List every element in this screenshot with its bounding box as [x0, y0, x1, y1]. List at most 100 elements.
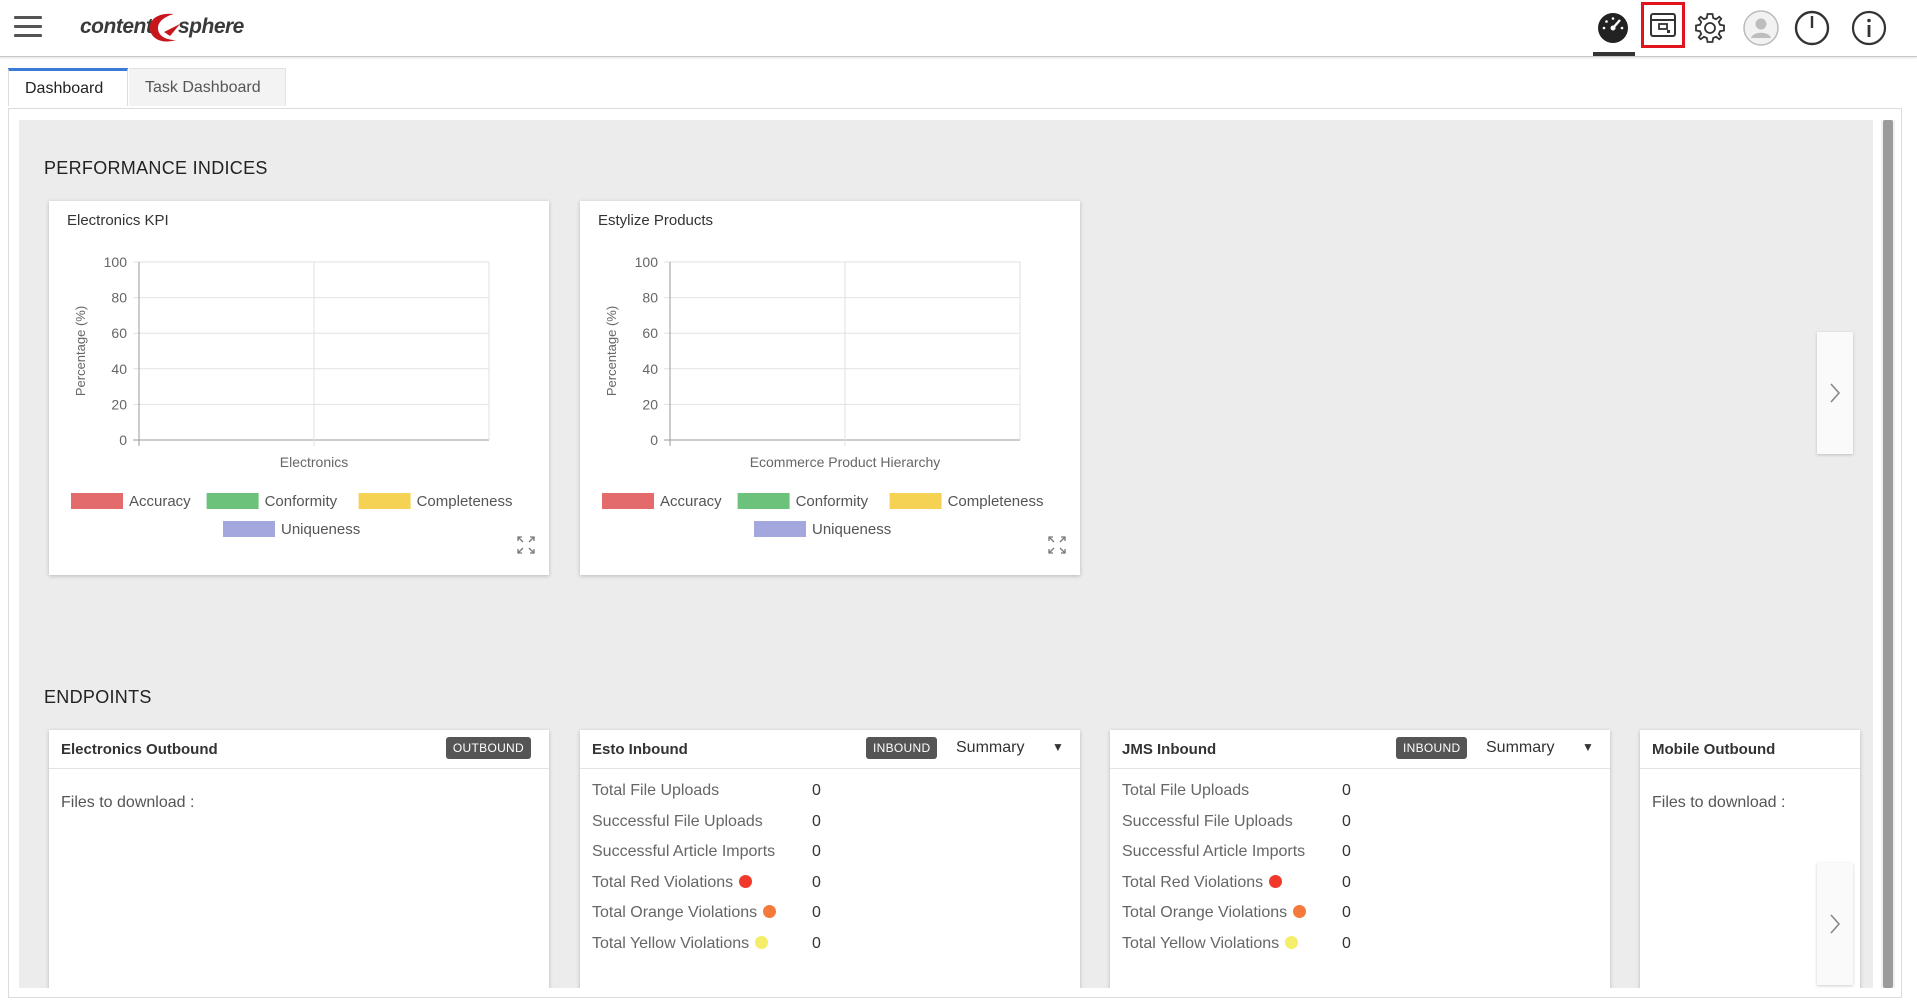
scrollbar-thumb[interactable]	[1883, 120, 1893, 988]
expand-icon[interactable]	[1048, 536, 1066, 559]
stat-value: 0	[812, 934, 821, 952]
legend-swatch	[754, 521, 806, 537]
archive-box-icon[interactable]	[1641, 2, 1685, 48]
stat-label: Total File Uploads	[592, 782, 720, 799]
y-tick-label: 60	[642, 325, 658, 341]
endpoint-card: JMS Inbound INBOUND Summary ▼ Total File…	[1110, 730, 1610, 988]
next-kpi-arrow[interactable]	[1817, 332, 1853, 454]
top-bar: content sphere	[0, 0, 1917, 57]
endpoint-header: JMS Inbound INBOUND Summary ▼	[1110, 730, 1610, 769]
stat-value: 0	[812, 782, 821, 799]
legend-label: Uniqueness	[281, 521, 360, 538]
stat-label: Total Red Violations	[1122, 874, 1283, 892]
y-tick-label: 40	[642, 361, 658, 377]
logo-text-right: sphere	[178, 15, 244, 38]
legend-label: Completeness	[948, 493, 1044, 510]
violation-dot-icon	[763, 905, 777, 918]
settings-gear-icon[interactable]	[1690, 8, 1730, 48]
stat-label: Successful Article Imports	[592, 843, 776, 860]
info-icon[interactable]	[1849, 8, 1889, 48]
y-axis-label: Percentage (%)	[604, 306, 619, 396]
violation-dot-icon	[755, 935, 769, 949]
y-tick-label: 80	[642, 290, 658, 306]
summary-select[interactable]: Summary	[1486, 739, 1555, 756]
legend-swatch	[71, 493, 123, 509]
y-tick-label: 40	[111, 361, 127, 377]
y-tick-label: 80	[111, 290, 127, 306]
legend-swatch	[223, 521, 275, 537]
chevron-right-icon	[1830, 914, 1841, 934]
chevron-down-icon[interactable]: ▼	[1582, 740, 1594, 754]
endpoint-name: JMS Inbound	[1122, 741, 1217, 758]
kpi-card-title: Estylize Products	[598, 212, 714, 229]
endpoint-name: Mobile Outbound	[1652, 741, 1776, 758]
endpoint-name: Electronics Outbound	[61, 741, 218, 758]
y-tick-label: 0	[119, 432, 127, 448]
legend-label: Conformity	[265, 493, 338, 510]
stat-label: Successful File Uploads	[1122, 812, 1293, 830]
stat-value: 0	[812, 843, 821, 860]
stat-label: Total Red Violations	[592, 874, 753, 892]
stat-label: Total Orange Violations	[592, 904, 777, 922]
active-tool-indicator	[1593, 52, 1635, 56]
endpoint-type-badge: OUTBOUND	[445, 737, 531, 759]
next-endpoint-arrow[interactable]	[1817, 863, 1853, 985]
endpoint-card: Esto Inbound INBOUND Summary ▼ Total Fil…	[580, 730, 1080, 988]
stat-label: Total File Uploads	[1122, 782, 1250, 799]
power-icon[interactable]	[1792, 8, 1832, 48]
tab-task-dashboard[interactable]: Task Dashboard	[129, 68, 286, 106]
stat-value: 0	[812, 873, 821, 891]
summary-select[interactable]: Summary	[956, 739, 1025, 756]
stat-label: Successful Article Imports	[1122, 843, 1306, 860]
y-tick-label: 20	[111, 396, 127, 412]
endpoints-title: ENDPOINTS	[44, 687, 152, 707]
violation-dot-icon	[1269, 874, 1283, 888]
legend-label: Accuracy	[660, 493, 722, 510]
vertical-scrollbar[interactable]	[1881, 120, 1895, 988]
logo-text-left: content	[80, 15, 153, 38]
chevron-down-icon[interactable]: ▼	[1052, 740, 1064, 754]
main-panel: PERFORMANCE INDICES Electronics KPI 100 8…	[8, 108, 1902, 998]
kpi-card: Estylize Products 100 80 60 40 20 0 Percentage…	[580, 201, 1080, 575]
endpoint-type-badge: INBOUND	[866, 737, 938, 759]
logo: content sphere	[80, 8, 260, 48]
legend-swatch	[602, 493, 654, 509]
expand-icon[interactable]	[517, 536, 535, 559]
endpoint-header: Electronics Outbound OUTBOUND	[49, 730, 549, 769]
y-tick-label: 0	[650, 432, 658, 448]
chevron-right-icon	[1830, 383, 1841, 403]
y-tick-label: 60	[111, 325, 127, 341]
endpoint-header: Esto Inbound INBOUND Summary ▼	[580, 730, 1080, 769]
stat-value: 0	[1342, 934, 1351, 952]
user-avatar-icon[interactable]	[1741, 8, 1781, 48]
legend-swatch	[206, 493, 259, 509]
y-tick-label: 100	[104, 254, 128, 270]
stat-value: 0	[1342, 873, 1351, 891]
logo-swoosh	[149, 13, 180, 42]
dashboard-content: PERFORMANCE INDICES Electronics KPI 100 8…	[19, 120, 1873, 988]
violation-dot-icon	[1293, 905, 1307, 918]
endpoint-card: Electronics Outbound OUTBOUND Files to d…	[49, 730, 549, 988]
legend-swatch	[889, 493, 942, 509]
tab-dashboard[interactable]: Dashboard	[8, 68, 128, 106]
legend-label: Uniqueness	[812, 521, 891, 538]
legend-swatch	[358, 493, 411, 509]
y-tick-label: 100	[635, 254, 659, 270]
files-to-download-label: Files to download :	[61, 794, 195, 811]
stat-value: 0	[812, 904, 821, 921]
x-tick-label: Ecommerce Product Hierarchy	[750, 454, 941, 470]
stat-label: Total Orange Violations	[1122, 904, 1307, 922]
stat-value: 0	[1342, 904, 1351, 921]
stat-value: 0	[1342, 782, 1351, 799]
x-tick-label: Electronics	[280, 454, 348, 470]
kpi-chart: 100 80 60 40 20 0 Percentage (%) Electronics Acc…	[71, 254, 513, 538]
stat-label: Successful File Uploads	[592, 812, 763, 830]
stat-value: 0	[812, 812, 821, 830]
dashboard-gauge-icon[interactable]	[1593, 8, 1633, 48]
endpoint-type-badge: INBOUND	[1396, 737, 1468, 759]
files-to-download-label: Files to download :	[1652, 794, 1786, 811]
endpoint-header: Mobile Outbound	[1640, 730, 1860, 769]
legend-label: Completeness	[417, 493, 513, 510]
stat-value: 0	[1342, 812, 1351, 830]
hamburger-menu-icon[interactable]	[14, 16, 42, 38]
